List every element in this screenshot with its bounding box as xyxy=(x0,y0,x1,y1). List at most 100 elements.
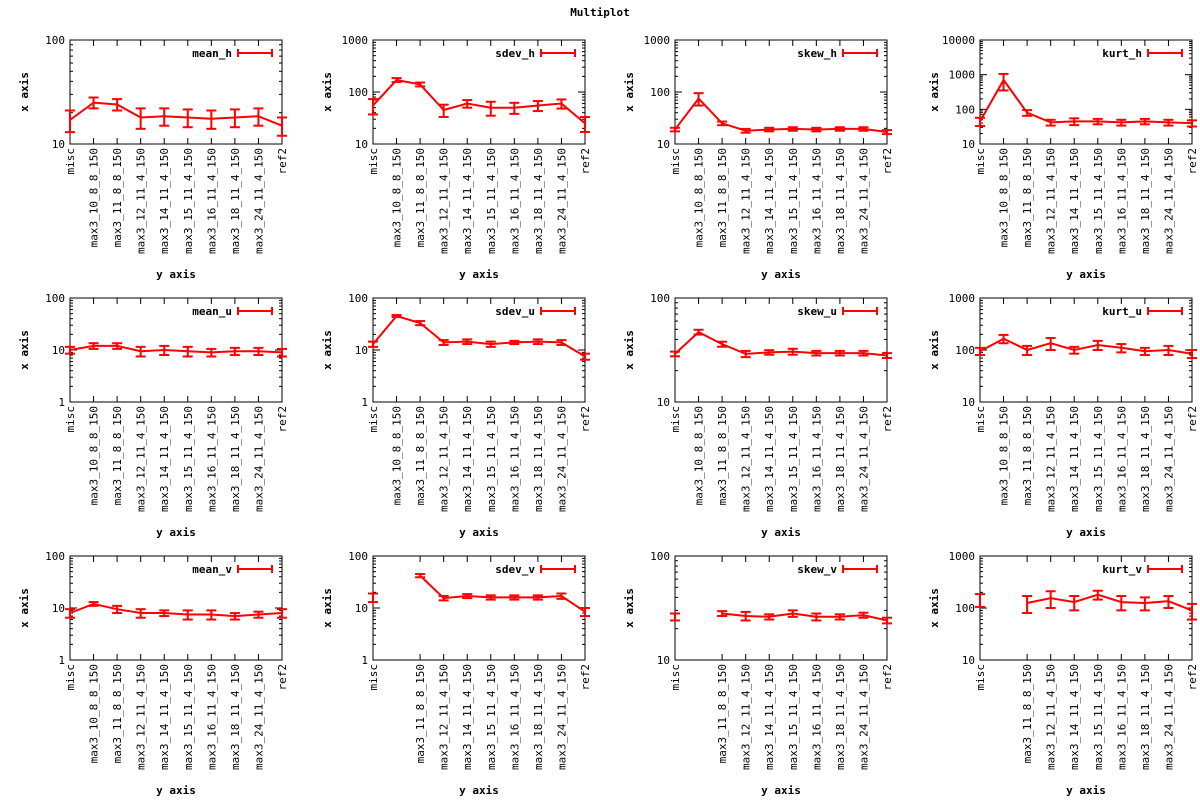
y-tick-label: 10 xyxy=(962,654,975,667)
error-bar xyxy=(1092,117,1103,126)
error-bar xyxy=(368,98,378,116)
x-tick-label: max3_11_8_8_150 xyxy=(1021,148,1034,247)
x-axis-label: y axis xyxy=(156,268,196,281)
legend-label: kurt_u xyxy=(1102,305,1142,318)
x-tick-label: misc xyxy=(367,406,380,433)
error-bar xyxy=(391,314,402,319)
chart-panel-2: 10 100 1000 misc max3_10_8_8_150 max3_11_8_8_… xyxy=(321,34,592,281)
x-tick-label: max3_12_11_4_150 xyxy=(740,148,753,254)
x-axis-label: y axis xyxy=(156,784,196,797)
x-tick-label: max3_11_8_8_150 xyxy=(414,664,427,763)
error-bar xyxy=(1163,595,1174,609)
series-line xyxy=(372,78,586,125)
error-bar xyxy=(1022,344,1033,357)
error-bar xyxy=(580,607,590,618)
legend-label: kurt_v xyxy=(1102,563,1142,576)
x-tick-label: misc xyxy=(669,406,682,433)
error-bar xyxy=(229,108,240,129)
error-bar xyxy=(693,328,704,336)
error-bar xyxy=(1092,589,1103,601)
y-axis-label: x axis xyxy=(928,330,941,370)
error-bar xyxy=(882,352,892,359)
x-tick-label: max3_14_11_4_150 xyxy=(461,664,474,770)
y-tick-label: 1 xyxy=(58,654,65,667)
error-bar xyxy=(182,609,193,621)
error-bar xyxy=(1116,118,1127,127)
x-tick-label: max3_16_11_4_150 xyxy=(205,148,218,254)
x-tick-label: max3_15_11_4_150 xyxy=(787,664,800,770)
legend-label: skew_h xyxy=(797,47,837,60)
x-tick-label: max3_18_11_4_150 xyxy=(1139,664,1152,770)
x-axis-label: y axis xyxy=(1066,784,1106,797)
y-axis-label: x axis xyxy=(321,72,334,112)
y-tick-label: 100 xyxy=(348,86,368,99)
error-bar xyxy=(670,612,680,622)
x-tick-label: max3_15_11_4_150 xyxy=(787,148,800,254)
x-tick-label: max3_24_11_4_150 xyxy=(252,664,265,770)
error-bar xyxy=(277,347,287,358)
error-bar xyxy=(1069,117,1080,127)
error-bar xyxy=(556,98,567,110)
error-bar xyxy=(834,126,845,132)
x-tick-label: ref2 xyxy=(1186,148,1199,175)
series-line xyxy=(979,337,1193,355)
x-tick-label: max3_12_11_4_150 xyxy=(1045,148,1058,254)
error-bar xyxy=(277,116,287,137)
error-bar xyxy=(206,109,217,130)
error-bar xyxy=(253,107,264,127)
y-axis-label: x axis xyxy=(18,330,31,370)
x-tick-label: max3_11_8_8_150 xyxy=(716,664,729,763)
error-bar xyxy=(975,346,985,357)
y-tick-label: 1 xyxy=(361,654,368,667)
x-tick-label: ref2 xyxy=(881,664,894,691)
x-tick-label: max3_14_11_4_150 xyxy=(158,664,171,770)
error-bar xyxy=(1139,346,1150,357)
error-bar xyxy=(1187,349,1197,360)
y-tick-label: 1000 xyxy=(949,292,976,305)
x-tick-label: max3_24_11_4_150 xyxy=(252,148,265,254)
x-tick-label: misc xyxy=(367,148,380,175)
x-axis-label: y axis xyxy=(1066,268,1106,281)
series-line xyxy=(419,574,586,613)
error-bar xyxy=(1069,595,1080,612)
x-tick-label: misc xyxy=(64,406,77,433)
y-tick-label: 10 xyxy=(657,654,670,667)
y-axis-label: x axis xyxy=(321,330,334,370)
x-tick-label: max3_15_11_4_150 xyxy=(182,406,195,512)
y-tick-label: 1 xyxy=(361,396,368,409)
error-bar xyxy=(65,109,75,134)
x-tick-label: max3_15_11_4_150 xyxy=(1092,406,1105,512)
x-tick-label: max3_10_8_8_150 xyxy=(998,148,1011,247)
x-tick-label: ref2 xyxy=(276,406,289,433)
y-tick-label: 1000 xyxy=(949,69,976,82)
chart-panel-1: 10 100 misc max3_10_8_8_150 max3_11_8_8_150 m… xyxy=(18,34,289,281)
x-tick-label: ref2 xyxy=(276,148,289,175)
error-bar xyxy=(438,103,449,119)
error-bar xyxy=(415,320,426,327)
y-tick-label: 100 xyxy=(650,292,670,305)
x-tick-label: max3_11_8_8_150 xyxy=(716,148,729,247)
error-bar xyxy=(462,99,473,109)
error-bar xyxy=(882,616,892,625)
y-tick-label: 100 xyxy=(45,550,65,563)
x-tick-label: max3_24_11_4_150 xyxy=(555,664,568,770)
x-tick-label: max3_16_11_4_150 xyxy=(508,406,521,512)
error-bar xyxy=(670,350,680,358)
error-bar xyxy=(112,342,123,350)
chart-panel-7: 10 100 misc max3_10_8_8_150 max3_11_8_8_150 m… xyxy=(623,292,894,539)
x-tick-label: max3_15_11_4_150 xyxy=(787,406,800,512)
x-axis-label: y axis xyxy=(761,784,801,797)
series-line xyxy=(69,101,283,127)
x-tick-label: max3_18_11_4_150 xyxy=(532,148,545,254)
x-tick-label: max3_16_11_4_150 xyxy=(205,406,218,512)
x-tick-label: ref2 xyxy=(1186,406,1199,433)
x-tick-label: max3_10_8_8_150 xyxy=(693,406,706,505)
legend-label: skew_u xyxy=(797,305,837,318)
x-tick-label: max3_18_11_4_150 xyxy=(229,148,242,254)
error-bar xyxy=(834,349,845,357)
x-tick-label: max3_14_11_4_150 xyxy=(1068,148,1081,254)
x-axis-label: y axis xyxy=(459,268,499,281)
x-tick-label: max3_16_11_4_150 xyxy=(1115,406,1128,512)
error-bar xyxy=(462,593,473,600)
